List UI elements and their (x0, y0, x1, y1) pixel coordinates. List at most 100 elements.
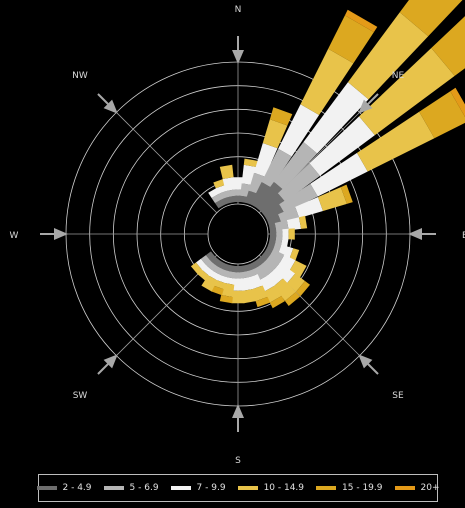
legend-swatch (316, 486, 337, 490)
direction-label-se: SE (392, 391, 404, 401)
wind-sector-350 (219, 164, 237, 204)
wind-bar-segment (279, 254, 296, 271)
wind-bar-segment (205, 251, 217, 262)
wind-sector-120 (263, 246, 307, 278)
arrow-shaft (367, 93, 379, 105)
wind-bar-segment (213, 178, 226, 189)
wind-bar-segment (269, 107, 293, 126)
wind-bar-segment (241, 276, 254, 291)
wind-bar-segment (269, 296, 285, 309)
direction-label-n: N (235, 5, 242, 15)
wind-bar-segment (219, 295, 233, 304)
wind-bar-segment (245, 190, 258, 206)
wind-bar-segment (419, 91, 465, 139)
direction-label-s: S (235, 456, 241, 466)
wind-bar-segment (310, 152, 368, 197)
direction-label-w: W (10, 231, 19, 241)
wind-bar-segment (286, 217, 302, 231)
speed-legend: 2 - 4.9 5 - 6.9 7 - 9.9 10 - 14.9 15 - 19.9 2… (36, 474, 440, 502)
legend-label: 5 - 6.9 (129, 483, 159, 493)
wind-bar-segment (309, 116, 375, 176)
legend-label: 15 - 19.9 (342, 483, 383, 493)
wind-bar-segment (264, 285, 282, 303)
wind-bar-segment (450, 87, 465, 117)
wind-bar-segment (231, 290, 245, 304)
direction-label-sw: SW (73, 391, 88, 401)
wind-bar-segment (254, 143, 278, 177)
legend-label: 10 - 14.9 (263, 483, 305, 493)
wind-bar-segment (268, 249, 285, 264)
wind-bar-segment (219, 164, 234, 179)
wind-sector-40 (255, 0, 463, 213)
wind-bar-segment (227, 195, 237, 204)
wind-bar-segment (274, 220, 289, 232)
wind-bar-segment (348, 12, 429, 100)
wind-bar-segment (250, 182, 272, 209)
wind-bar-segment (259, 193, 286, 217)
wind-sector-20 (245, 107, 293, 206)
wind-bar-segment (295, 197, 323, 218)
wind-bar-segment (240, 270, 251, 279)
wind-sector-50 (259, 16, 465, 217)
wind-bar-segment (277, 163, 320, 202)
wind-bar-segment (264, 255, 281, 271)
arrow-shaft (367, 363, 379, 375)
wind-bar-segment (359, 48, 455, 136)
wind-bar-segment (278, 104, 320, 157)
wind-bar-segment (195, 258, 208, 271)
wind-bar-segment (431, 16, 465, 76)
direction-arrow-icon (232, 404, 244, 418)
wind-bar-segment (279, 183, 318, 214)
wind-bar-segment (261, 148, 292, 188)
wind-bar-segment (213, 279, 226, 290)
wind-bar-segment (273, 278, 296, 301)
legend-item: 15 - 19.9 (316, 483, 383, 493)
wind-bar-segment (263, 204, 285, 222)
legend-label: 7 - 9.9 (196, 483, 226, 493)
wind-bar-segment (299, 215, 308, 229)
direction-arrow-icon (358, 99, 373, 114)
wind-bar-segment (225, 189, 236, 198)
wind-bar-segment (300, 48, 354, 116)
wind-sector-230 (190, 251, 217, 275)
direction-label-ne: NE (392, 71, 405, 81)
wind-bar-segment (273, 262, 296, 284)
wind-bar-segment (255, 296, 271, 308)
wind-bar-segment (303, 82, 369, 154)
legend-swatch (36, 486, 57, 490)
direction-arrow-icon (358, 354, 373, 369)
wind-bar-segment (190, 262, 203, 275)
wind-bar-segment (344, 9, 378, 33)
wind-bar-segment (200, 255, 212, 267)
wind-bar-segment (255, 181, 283, 213)
direction-arrow-icon (408, 228, 422, 240)
legend-item: 20+ (394, 483, 440, 493)
wind-bar-segment (288, 228, 295, 240)
grid-ring (207, 203, 269, 265)
legend-swatch (237, 486, 258, 490)
wind-sector-60 (263, 87, 465, 222)
wind-bars (190, 0, 465, 309)
wind-bar-segment (252, 285, 268, 302)
wind-bar-segment (357, 111, 435, 172)
legend-item: 10 - 14.9 (237, 483, 305, 493)
wind-bar-segment (399, 0, 463, 37)
legend-label: 2 - 4.9 (62, 483, 92, 493)
legend-swatch (394, 486, 415, 490)
wind-bar-segment (232, 278, 244, 291)
direction-arrows (40, 36, 436, 432)
wind-bar-segment (232, 177, 244, 190)
wind-bar-segment (282, 228, 289, 240)
wind-bar-segment (289, 248, 300, 262)
legend-item: 2 - 4.9 (36, 483, 92, 493)
wind-bar-segment (262, 119, 288, 149)
wind-sector-140 (255, 255, 301, 306)
arrow-shaft (97, 93, 109, 105)
direction-arrow-icon (54, 228, 68, 240)
wind-bar-segment (210, 285, 224, 296)
direction-arrow-icon (103, 99, 118, 114)
legend-swatch (103, 486, 124, 490)
legend-item: 7 - 9.9 (170, 483, 226, 493)
wind-bar-segment (201, 275, 218, 292)
direction-label-e: E (462, 231, 465, 241)
